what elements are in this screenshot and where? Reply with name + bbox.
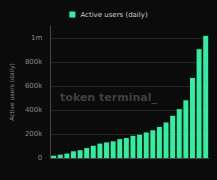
svg-text:800k: 800k [25, 58, 43, 66]
svg-text:200k: 200k [25, 130, 43, 138]
svg-text:token terminal_: token terminal_ [60, 91, 157, 104]
svg-text:400k: 400k [25, 106, 43, 114]
svg-text:Active users (daily): Active users (daily) [80, 11, 148, 19]
svg-text:0: 0 [38, 154, 42, 162]
svg-text:Active users (daily): Active users (daily) [8, 63, 16, 121]
svg-text:600k: 600k [25, 82, 43, 90]
svg-text:1m: 1m [31, 34, 42, 42]
